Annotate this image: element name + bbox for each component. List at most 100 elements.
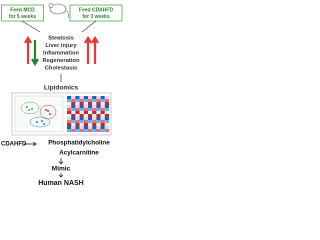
- heat-cell: [79, 105, 84, 108]
- heat-cell: [96, 120, 101, 123]
- heat-cell: [83, 102, 88, 105]
- heat-cell: [104, 102, 109, 105]
- heat-cell: [67, 96, 72, 99]
- heat-cell: [88, 123, 93, 126]
- heat-cell: [100, 129, 105, 132]
- heat-cell: [83, 111, 88, 114]
- heat-cell: [96, 108, 101, 111]
- heat-cell: [88, 105, 93, 108]
- heat-cell: [83, 126, 88, 129]
- heat-cell: [104, 129, 109, 132]
- heat-cell: [92, 96, 97, 99]
- connector: [81, 20, 97, 33]
- heat-cell: [100, 105, 105, 108]
- heat-cell: [67, 105, 72, 108]
- heat-cell: [83, 108, 88, 111]
- heat-cell: [83, 114, 88, 117]
- heat-cell: [100, 120, 105, 123]
- heat-cell: [96, 114, 101, 117]
- model-label: CDAHFD: [1, 142, 27, 148]
- graphical-abstract: Feed MCD for 5 weeks Feed CDAHFD for 3 w…: [1, 3, 123, 187]
- heat-cell: [96, 105, 101, 108]
- heat-cell: [75, 108, 80, 111]
- heat-cell: [100, 114, 105, 117]
- heat-cell: [104, 120, 109, 123]
- heat-cell: [104, 111, 109, 114]
- heat-cell: [79, 117, 84, 120]
- heat-cell: [71, 114, 76, 117]
- heat-cell: [75, 120, 80, 123]
- heat-cell: [92, 123, 97, 126]
- heat-cell: [100, 99, 105, 102]
- heat-cell: [92, 117, 97, 120]
- heat-cell: [83, 117, 88, 120]
- heat-cell: [67, 111, 72, 114]
- heat-cell: [83, 120, 88, 123]
- target-label: Human NASH: [38, 180, 84, 187]
- heat-cell: [83, 123, 88, 126]
- heat-cell: [104, 114, 109, 117]
- heat-cell: [71, 96, 76, 99]
- heat-cell: [96, 111, 101, 114]
- verb-label: Mimic: [52, 166, 71, 173]
- heat-cell: [75, 117, 80, 120]
- heat-cell: [92, 120, 97, 123]
- heat-cell: [67, 99, 72, 102]
- heat-cell: [71, 99, 76, 102]
- heat-cell: [71, 117, 76, 120]
- mouse-icon: [48, 3, 69, 19]
- heat-cell: [79, 129, 84, 132]
- heat-cell: [96, 96, 101, 99]
- heat-cell: [71, 123, 76, 126]
- heat-cell: [71, 108, 76, 111]
- heat-cell: [75, 102, 80, 105]
- heat-cell: [79, 108, 84, 111]
- heat-cell: [75, 129, 80, 132]
- heat-cell: [104, 126, 109, 129]
- heat-cell: [79, 123, 84, 126]
- heat-cell: [79, 126, 84, 129]
- lipid-label: Phosphatidylcholine: [48, 140, 110, 147]
- heat-cell: [79, 102, 84, 105]
- heat-cell: [75, 114, 80, 117]
- heat-cell: [67, 108, 72, 111]
- heat-cell: [100, 117, 105, 120]
- mcd-arrows: [24, 35, 39, 67]
- heat-cell: [88, 126, 93, 129]
- down-arrow: [58, 173, 64, 178]
- heat-cell: [96, 123, 101, 126]
- heat-cell: [92, 108, 97, 111]
- right-box-line: for 3 weeks: [82, 14, 109, 20]
- heat-cell: [71, 102, 76, 105]
- heat-cell: [71, 126, 76, 129]
- heat-cell: [88, 99, 93, 102]
- heat-cell: [75, 111, 80, 114]
- heat-cell: [75, 126, 80, 129]
- heat-cell: [75, 96, 80, 99]
- heat-cell: [88, 114, 93, 117]
- heat-cell: [79, 114, 84, 117]
- heat-cell: [96, 129, 101, 132]
- phenotype: Liver injury: [45, 43, 77, 49]
- heat-cell: [92, 114, 97, 117]
- right-box-line: Feed CDAHFD: [79, 7, 114, 13]
- lipidomics-title: Lipidomics: [44, 85, 79, 92]
- heat-cell: [79, 99, 84, 102]
- heat-cell: [92, 99, 97, 102]
- heat-cell: [75, 123, 80, 126]
- pca-plot: [14, 95, 64, 133]
- heat-cell: [92, 126, 97, 129]
- heat-cell: [96, 126, 101, 129]
- connector: [21, 20, 41, 33]
- heat-cell: [88, 129, 93, 132]
- heat-cell: [67, 120, 72, 123]
- heat-cell: [88, 111, 93, 114]
- phenotype: Regeneration: [42, 58, 80, 64]
- left-box-line: Feed MCD: [10, 7, 35, 13]
- model-arrow: [24, 141, 37, 147]
- heat-cell: [67, 114, 72, 117]
- heat-cell: [88, 108, 93, 111]
- heat-cell: [83, 99, 88, 102]
- heat-cell: [92, 129, 97, 132]
